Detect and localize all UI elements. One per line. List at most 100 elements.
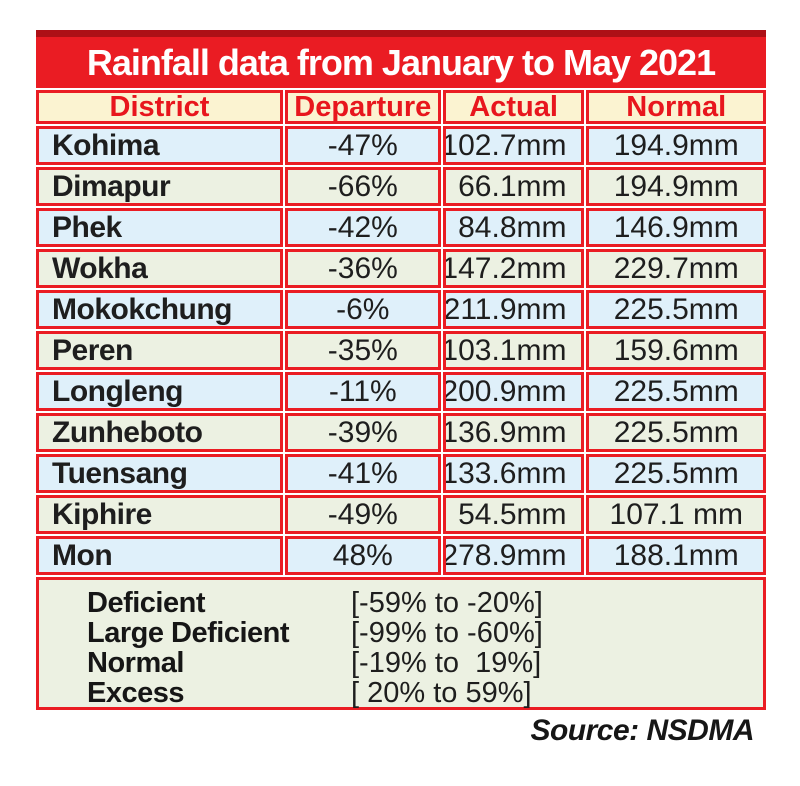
normal-value: 225.5mm <box>613 415 739 449</box>
district-name: Mokokchung <box>52 292 233 326</box>
table-row-actual-cell: 136.9mm <box>442 413 585 452</box>
table-row-normal-cell: 225.5mm <box>586 372 766 411</box>
actual-value: 102.7mm <box>442 128 567 162</box>
legend-item: Deficient [-59% to -20%] <box>39 588 763 618</box>
legend-item: Excess [ 20% to 59%] <box>39 678 763 708</box>
page-title: Rainfall data from January to May 2021 <box>86 41 716 83</box>
actual-value: 147.2mm <box>442 251 567 285</box>
table-row-departure-cell: -66% <box>284 167 441 206</box>
table-row-departure-cell: -42% <box>284 208 441 247</box>
table-row-actual-cell: 211.9mm <box>442 290 585 329</box>
table-row-departure-cell: -6% <box>284 290 441 329</box>
table-row-district-cell: Mokokchung <box>36 290 283 329</box>
actual-value: 136.9mm <box>442 415 567 449</box>
rainfall-infographic: Rainfall data from January to May 2021 D… <box>36 30 766 748</box>
district-name: Tuensang <box>52 456 188 490</box>
table-row-district-cell: Zunheboto <box>36 413 283 452</box>
legend-item: Normal [-19% to 19%] <box>39 648 763 678</box>
normal-value: 188.1mm <box>613 538 739 572</box>
district-name: Peren <box>52 333 133 367</box>
column-header-actual: Actual <box>442 90 585 124</box>
actual-value: 54.5mm <box>458 497 567 531</box>
legend-item-label: Large Deficient <box>87 617 290 649</box>
table-row-normal-cell: 194.9mm <box>586 167 766 206</box>
departure-value: -6% <box>336 292 390 326</box>
column-header-departure: Departure <box>284 90 441 124</box>
legend-item-range: [-19% to 19%] <box>351 647 542 679</box>
actual-value: 66.1mm <box>458 169 567 203</box>
table-row-district-cell: Tuensang <box>36 454 283 493</box>
table-row-actual-cell: 102.7mm <box>442 126 585 165</box>
actual-value: 211.9mm <box>443 292 567 326</box>
table-row-district-cell: Wokha <box>36 249 283 288</box>
table-row-district-cell: Dimapur <box>36 167 283 206</box>
district-name: Phek <box>52 210 122 244</box>
normal-value: 225.5mm <box>613 374 739 408</box>
table-row-actual-cell: 54.5mm <box>442 495 585 534</box>
table-row-normal-cell: 225.5mm <box>586 290 766 329</box>
column-header-normal: Normal <box>586 90 766 124</box>
legend-item-label: Excess <box>87 677 185 709</box>
table-row-normal-cell: 146.9mm <box>586 208 766 247</box>
normal-value: 194.9mm <box>613 169 739 203</box>
table-row-departure-cell: -36% <box>284 249 441 288</box>
table-row-district-cell: Longleng <box>36 372 283 411</box>
table-row-normal-cell: 229.7mm <box>586 249 766 288</box>
normal-value: 225.5mm <box>613 292 739 326</box>
table-row-actual-cell: 84.8mm <box>442 208 585 247</box>
legend-box: Deficient [-59% to -20%] Large Deficient… <box>36 577 766 710</box>
actual-value: 133.6mm <box>442 456 567 490</box>
actual-value: 278.9mm <box>442 538 567 572</box>
source-line: Source: NSDMA <box>36 714 766 748</box>
normal-value: 159.6mm <box>613 333 739 367</box>
table-row-normal-cell: 194.9mm <box>586 126 766 165</box>
legend-item-range: [-59% to -20%] <box>351 587 543 619</box>
departure-value: -39% <box>327 415 398 449</box>
district-name: Dimapur <box>52 169 171 203</box>
district-name: Kohima <box>52 128 160 162</box>
departure-value: -66% <box>327 169 398 203</box>
legend-item-label: Normal <box>87 647 184 679</box>
district-name: Kiphire <box>52 497 152 531</box>
table-row-departure-cell: -11% <box>284 372 441 411</box>
table-row-actual-cell: 103.1mm <box>442 331 585 370</box>
normal-value: 225.5mm <box>613 456 739 490</box>
departure-value: 48% <box>332 538 393 572</box>
district-name: Longleng <box>52 374 183 408</box>
table-row-departure-cell: -39% <box>284 413 441 452</box>
district-name: Zunheboto <box>52 415 203 449</box>
normal-value: 194.9mm <box>613 128 739 162</box>
departure-value: -41% <box>327 456 398 490</box>
table-row-district-cell: Kiphire <box>36 495 283 534</box>
normal-value: 146.9mm <box>613 210 739 244</box>
legend-item-range: [ 20% to 59%] <box>351 677 532 709</box>
departure-value: -42% <box>327 210 398 244</box>
table-row-departure-cell: -49% <box>284 495 441 534</box>
table-row-district-cell: Kohima <box>36 126 283 165</box>
table-row-departure-cell: 48% <box>284 536 441 575</box>
normal-value: 107.1 mm <box>609 497 743 531</box>
legend-item-label: Deficient <box>87 587 205 619</box>
actual-value: 84.8mm <box>458 210 567 244</box>
departure-value: -36% <box>327 251 398 285</box>
title-bar: Rainfall data from January to May 2021 <box>36 30 766 88</box>
table-row-actual-cell: 278.9mm <box>442 536 585 575</box>
district-name: Wokha <box>52 251 148 285</box>
departure-value: -47% <box>327 128 398 162</box>
legend-item: Large Deficient [-99% to -60%] <box>39 618 763 648</box>
table-row-actual-cell: 66.1mm <box>442 167 585 206</box>
table-row-district-cell: Phek <box>36 208 283 247</box>
table-row-departure-cell: -35% <box>284 331 441 370</box>
table-row-district-cell: Peren <box>36 331 283 370</box>
table-row-actual-cell: 133.6mm <box>442 454 585 493</box>
departure-value: -49% <box>327 497 398 531</box>
legend-item-range: [-99% to -60%] <box>351 617 543 649</box>
actual-value: 200.9mm <box>442 374 567 408</box>
actual-value: 103.1mm <box>442 333 567 367</box>
column-header-district: District <box>36 90 283 124</box>
departure-value: -11% <box>328 374 397 408</box>
table-row-departure-cell: -41% <box>284 454 441 493</box>
table-row-normal-cell: 225.5mm <box>586 413 766 452</box>
table-row-normal-cell: 225.5mm <box>586 454 766 493</box>
table-row-actual-cell: 200.9mm <box>442 372 585 411</box>
